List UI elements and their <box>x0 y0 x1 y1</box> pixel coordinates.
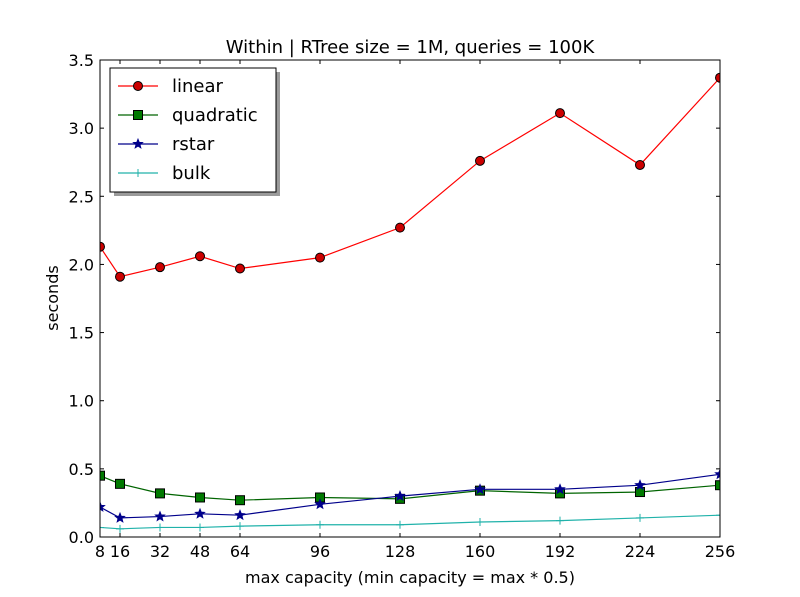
x-tick-label: 192 <box>545 542 576 561</box>
rstar-line <box>100 473 720 519</box>
series-bulk <box>100 511 720 533</box>
quadratic-point <box>100 470 105 481</box>
x-tick-label: 8 <box>95 542 105 561</box>
legend-item-linear: linear <box>118 76 224 97</box>
y-tick-label: 2.0 <box>69 255 94 274</box>
x-tick-label: 64 <box>230 542 250 561</box>
legend-item-bulk: bulk <box>118 163 211 184</box>
x-tick-label: 16 <box>110 542 130 561</box>
bulk-point <box>556 516 564 525</box>
x-tick-label: 128 <box>385 542 416 561</box>
quadratic-point <box>195 492 205 503</box>
rstar-point <box>100 500 106 512</box>
rstar-point <box>474 483 486 495</box>
rstar-point <box>394 490 406 502</box>
y-tick-label: 2.5 <box>69 187 94 206</box>
bulk-point <box>396 520 404 529</box>
x-axis-label: max capacity (min capacity = max * 0.5) <box>245 568 575 587</box>
linear-point <box>555 108 565 119</box>
bulk-point <box>116 524 124 533</box>
legend-marker-bulk <box>134 169 142 177</box>
y-axis-label: seconds <box>43 265 62 330</box>
quadratic-point <box>115 478 125 489</box>
legend-marker-quadratic <box>133 110 143 120</box>
series-linear <box>100 72 720 282</box>
x-tick-label: 48 <box>190 542 210 561</box>
quadratic-point <box>235 495 245 506</box>
series-quadratic <box>100 470 720 506</box>
linear-point <box>475 155 485 166</box>
rstar-point <box>314 498 326 510</box>
x-tick-label: 224 <box>625 542 656 561</box>
rstar-point <box>714 468 720 480</box>
x-tick-label: 32 <box>150 542 170 561</box>
legend-item-rstar: rstar <box>118 134 215 155</box>
rstar-point <box>634 479 646 491</box>
x-tick-label: 256 <box>705 542 736 561</box>
linear-point <box>635 159 645 170</box>
bulk-point <box>716 511 720 520</box>
y-tick-label: 1.0 <box>69 392 94 411</box>
y-tick-label: 3.5 <box>69 51 94 70</box>
y-tick-label: 1.5 <box>69 324 94 343</box>
y-tick-label: 0.5 <box>69 460 94 479</box>
y-tick-label: 3.0 <box>69 119 94 138</box>
legend: linear quadratic rstar bulk <box>109 67 280 196</box>
quadratic-point <box>155 488 165 499</box>
legend-label: quadratic <box>172 105 258 126</box>
linear-point <box>715 72 720 83</box>
chart-title: Within | RTree size = 1M, queries = 100K <box>226 37 596 58</box>
bulk-point <box>636 513 644 522</box>
quadratic-line <box>100 475 720 501</box>
linear-point <box>395 222 405 233</box>
legend-item-quadratic: quadratic <box>118 105 258 126</box>
legend-label: bulk <box>172 163 211 184</box>
legend-label: linear <box>172 76 224 97</box>
y-tick-label: 0.0 <box>69 528 94 547</box>
bulk-point <box>236 522 244 531</box>
legend-label: rstar <box>172 134 215 155</box>
linear-point <box>155 262 165 273</box>
rstar-point <box>114 511 126 523</box>
x-tick-label: 96 <box>310 542 330 561</box>
bulk-point <box>316 520 324 529</box>
linear-point <box>115 271 125 282</box>
quadratic-point <box>715 480 720 491</box>
rstar-point <box>234 509 246 521</box>
linear-point <box>195 251 205 262</box>
bulk-line <box>100 514 720 530</box>
bulk-point <box>100 523 104 532</box>
linear-point <box>100 241 105 252</box>
linear-point <box>235 263 245 274</box>
bulk-point <box>476 518 484 527</box>
rstar-point <box>154 510 166 522</box>
bulk-point <box>156 523 164 532</box>
plot-frame <box>99 59 721 538</box>
legend-marker-rstar <box>132 137 144 149</box>
linear-point <box>315 252 325 263</box>
x-tick-label: 160 <box>465 542 496 561</box>
rstar-point <box>194 507 206 519</box>
rstar-point <box>554 483 566 495</box>
legend-marker-linear <box>133 81 143 91</box>
bulk-point <box>196 523 204 532</box>
series-rstar <box>100 468 720 523</box>
